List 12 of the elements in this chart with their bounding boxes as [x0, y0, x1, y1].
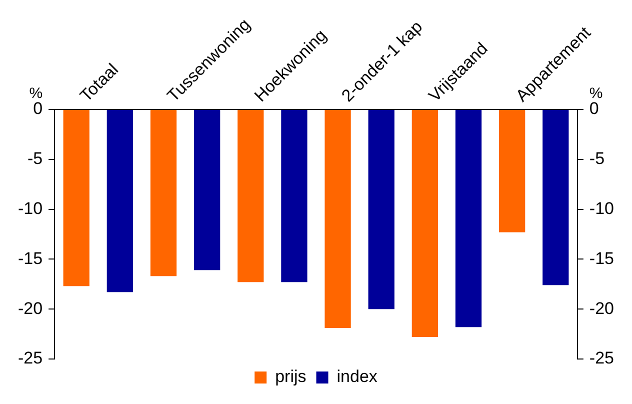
legend-label: index: [336, 367, 378, 386]
y2-tick-label: -15: [589, 248, 614, 268]
y2-tick-label: -20: [589, 298, 614, 318]
y-tick-label: -5: [27, 149, 43, 168]
y-tick-label: -10: [18, 198, 43, 218]
y-tick-label: -15: [18, 248, 43, 268]
legend-label: prijs: [275, 367, 306, 386]
y2-tick-label: -25: [589, 348, 614, 368]
y-tick-label: -25: [18, 348, 43, 368]
y-tick-label: -20: [18, 298, 43, 318]
y2-tick-label: -5: [589, 149, 605, 168]
y2-tick-label: -10: [589, 198, 614, 218]
